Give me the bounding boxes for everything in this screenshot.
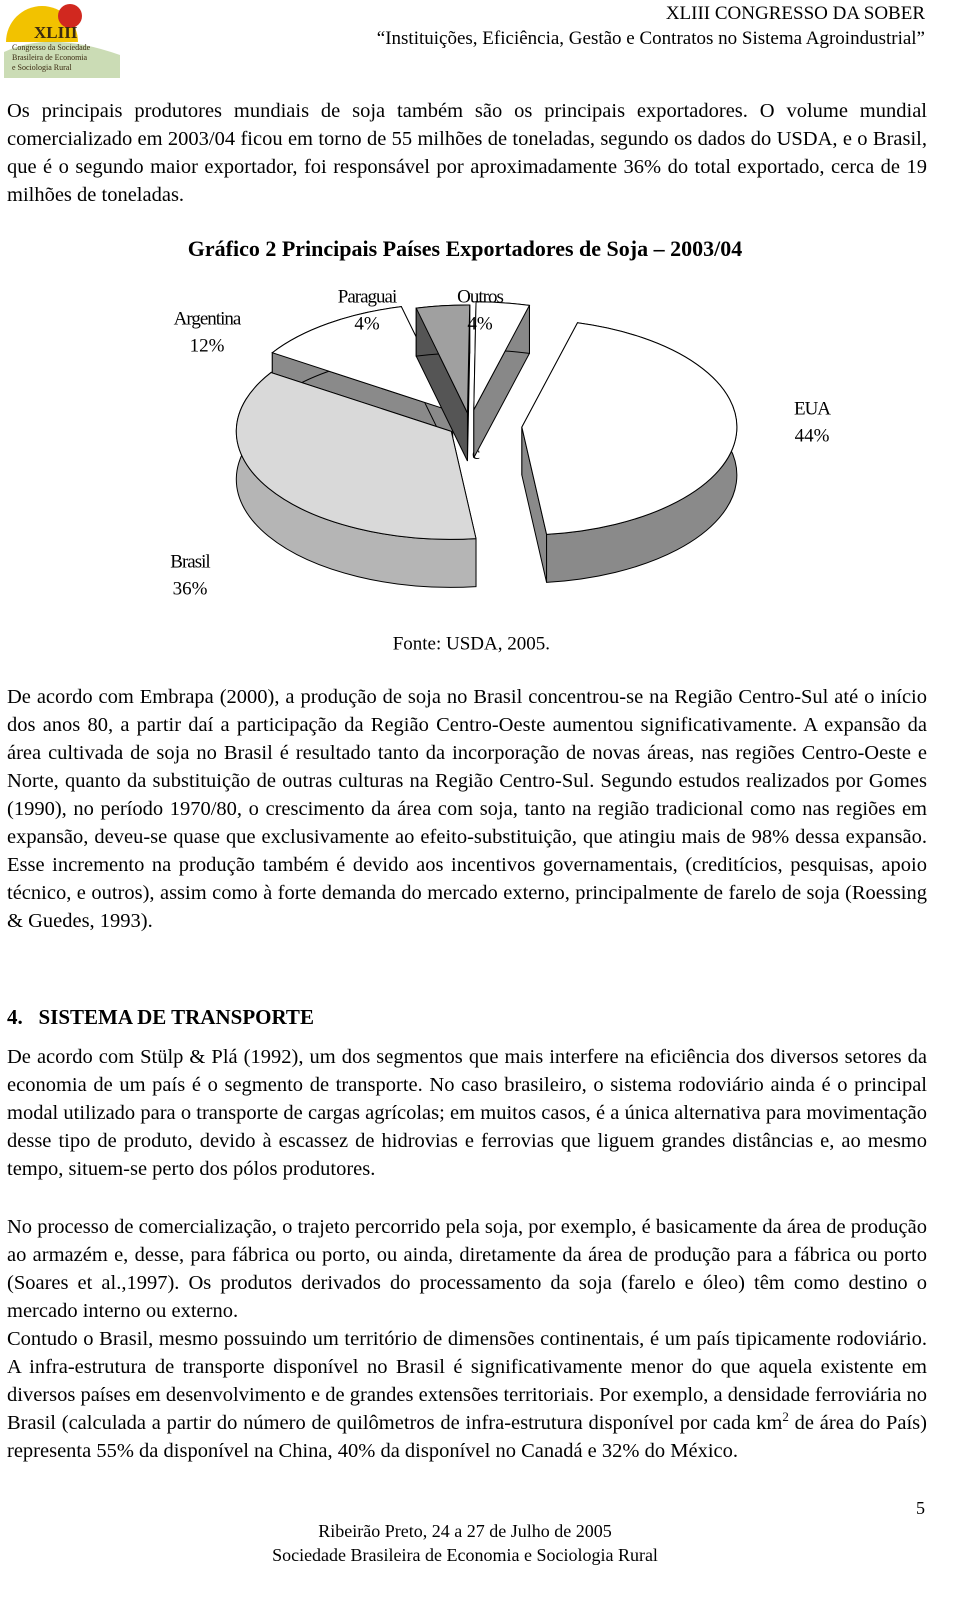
chart: Gráfico 2 Principais Países Exportadores…: [170, 236, 832, 654]
slice: [415, 304, 471, 414]
header-subtitle: “Instituições, Eficiência, Gestão e Cont…: [376, 28, 925, 49]
paragraph: De acordo com Stülp & Plá (1992), um dos…: [7, 1046, 927, 1180]
logo: XLIII Congresso da Sociedade Brasileira …: [4, 4, 120, 78]
slice-label: Outros: [457, 286, 503, 307]
footer-line: Sociedade Brasileira de Economia e Socio…: [272, 1545, 658, 1565]
heading-text: 4. SISTEMA DE TRANSPORTE: [7, 1005, 314, 1029]
section-heading: 4. SISTEMA DE TRANSPORTE: [7, 1003, 927, 1031]
slice-value-label: 4%: [467, 313, 493, 334]
slice-label: Brasil: [170, 551, 210, 572]
slice-value-label: 44%: [795, 425, 830, 446]
superscript: 2: [782, 1409, 789, 1425]
paragraph: Os principais produtores mundiais de soj…: [7, 100, 927, 206]
logo-field: [4, 41, 120, 78]
chart-source: Fonte: USDA, 2005.: [393, 633, 550, 654]
paragraph: Contudo o Brasil, mesmo possuindo um ter…: [7, 1325, 927, 1465]
logo-text: Congresso da Sociedade: [12, 43, 91, 52]
slice-label: Paraguai: [338, 286, 397, 307]
slice-label: EUA: [794, 398, 831, 419]
paragraph: No processo de comercialização, o trajet…: [7, 1216, 927, 1322]
paragraph: De acordo com Embrapa (2000), a produção…: [7, 686, 927, 932]
chart-title: Gráfico 2 Principais Países Exportadores…: [188, 236, 742, 261]
text: Contudo o Brasil, mesmo possuindo um ter…: [7, 1328, 927, 1434]
slice-label: Argentina: [174, 308, 242, 329]
slice-value-label: 36%: [173, 578, 208, 599]
slice-value-label: 12%: [190, 335, 225, 356]
logo-text: e Sociologia Rural: [12, 63, 72, 72]
page-number: 5: [916, 1498, 925, 1518]
text: de área do País) representa 55% da dispo…: [7, 1412, 927, 1462]
logo-text: Brasileira de Economia: [12, 53, 88, 62]
header-title: XLIII CONGRESSO DA SOBER: [665, 3, 925, 24]
logo-disc: [58, 4, 82, 28]
logo-title: XLIII: [34, 23, 78, 42]
slice: [521, 322, 738, 535]
slice: [473, 301, 531, 410]
slice: [235, 371, 477, 540]
slice: [271, 306, 454, 413]
footer-line: Ribeirão Preto, 24 a 27 de Julho de 2005: [318, 1521, 612, 1541]
slice-value-label: 4%: [354, 313, 380, 334]
